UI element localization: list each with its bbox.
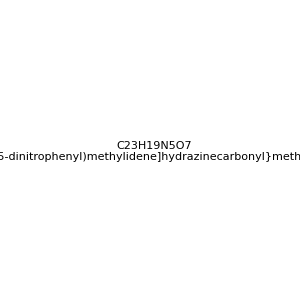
Text: C23H19N5O7
N-({N'-[(E)-(2-Hydroxy-3,5-dinitrophenyl)methylidene]hydrazinecarbony: C23H19N5O7 N-({N'-[(E)-(2-Hydroxy-3,5-di… [0,141,300,162]
